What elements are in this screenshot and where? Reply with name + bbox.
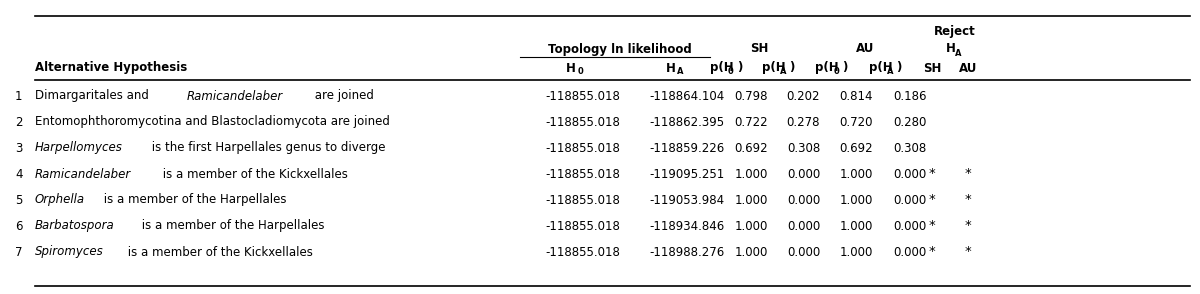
Text: ): )	[842, 61, 847, 74]
Text: 0.000: 0.000	[787, 220, 820, 233]
Text: -118864.104: -118864.104	[649, 89, 725, 103]
Text: -118855.018: -118855.018	[545, 141, 620, 155]
Text: Ramicandelaber: Ramicandelaber	[187, 89, 283, 103]
Text: 0.000: 0.000	[787, 245, 820, 258]
Text: 0: 0	[833, 68, 839, 76]
Text: *: *	[965, 220, 971, 233]
Text: Orphella: Orphella	[35, 193, 85, 206]
Text: -118859.226: -118859.226	[649, 141, 725, 155]
Text: Reject: Reject	[934, 26, 976, 39]
Text: 0.308: 0.308	[894, 141, 928, 155]
Text: 0.000: 0.000	[894, 168, 928, 181]
Text: -118855.018: -118855.018	[545, 220, 620, 233]
Text: Topology ln likelihood: Topology ln likelihood	[548, 43, 692, 56]
Text: Ramicandelaber: Ramicandelaber	[35, 168, 131, 181]
Text: -118855.018: -118855.018	[545, 193, 620, 206]
Text: p(H: p(H	[710, 61, 733, 74]
Text: 0.720: 0.720	[840, 116, 874, 128]
Text: AU: AU	[856, 43, 874, 56]
Text: 5: 5	[14, 193, 23, 206]
Text: -118988.276: -118988.276	[649, 245, 725, 258]
Text: is a member of the Kickxellales: is a member of the Kickxellales	[160, 168, 348, 181]
Text: 0.814: 0.814	[840, 89, 874, 103]
Text: H: H	[566, 61, 576, 74]
Text: 2: 2	[14, 116, 23, 128]
Text: 0.722: 0.722	[734, 116, 768, 128]
Text: SH: SH	[923, 61, 941, 74]
Text: 0.692: 0.692	[734, 141, 768, 155]
Text: 0.308: 0.308	[787, 141, 820, 155]
Text: is the first Harpellales genus to diverge: is the first Harpellales genus to diverg…	[149, 141, 386, 155]
Text: 0.000: 0.000	[894, 193, 928, 206]
Text: SH: SH	[750, 43, 768, 56]
Text: -118855.018: -118855.018	[545, 116, 620, 128]
Text: *: *	[965, 193, 971, 206]
Text: 1.000: 1.000	[734, 193, 768, 206]
Text: 1.000: 1.000	[840, 168, 874, 181]
Text: ): )	[896, 61, 901, 74]
Text: is a member of the Harpellales: is a member of the Harpellales	[100, 193, 286, 206]
Text: -118934.846: -118934.846	[649, 220, 725, 233]
Text: p(H: p(H	[815, 61, 839, 74]
Text: 1: 1	[14, 89, 23, 103]
Text: Barbatospora: Barbatospora	[35, 220, 115, 233]
Text: H: H	[946, 43, 955, 56]
Text: -118855.018: -118855.018	[545, 245, 620, 258]
Text: -119095.251: -119095.251	[649, 168, 725, 181]
Text: *: *	[929, 193, 935, 206]
Text: *: *	[929, 245, 935, 258]
Text: 0.000: 0.000	[894, 220, 928, 233]
Text: A: A	[780, 68, 786, 76]
Text: -119053.984: -119053.984	[650, 193, 725, 206]
Text: 1.000: 1.000	[734, 168, 768, 181]
Text: Dimargaritales and: Dimargaritales and	[35, 89, 152, 103]
Text: 0.280: 0.280	[894, 116, 928, 128]
Text: 7: 7	[14, 245, 23, 258]
Text: A: A	[955, 49, 961, 58]
Text: Entomophthoromycotina and Blastocladiomycota are joined: Entomophthoromycotina and Blastocladiomy…	[35, 116, 390, 128]
Text: 0: 0	[728, 68, 734, 76]
Text: -118862.395: -118862.395	[650, 116, 725, 128]
Text: A: A	[887, 68, 893, 76]
Text: *: *	[929, 168, 935, 181]
Text: p(H: p(H	[762, 61, 786, 74]
Text: 4: 4	[14, 168, 23, 181]
Text: 0.692: 0.692	[839, 141, 874, 155]
Text: ): )	[737, 61, 743, 74]
Text: *: *	[929, 220, 935, 233]
Text: 1.000: 1.000	[840, 220, 874, 233]
Text: Harpellomyces: Harpellomyces	[35, 141, 122, 155]
Text: 6: 6	[14, 220, 23, 233]
Text: 0.000: 0.000	[787, 168, 820, 181]
Text: is a member of the Harpellales: is a member of the Harpellales	[138, 220, 324, 233]
Text: -118855.018: -118855.018	[545, 168, 620, 181]
Text: p(H: p(H	[869, 61, 893, 74]
Text: 1.000: 1.000	[734, 220, 768, 233]
Text: 0.186: 0.186	[894, 89, 928, 103]
Text: are joined: are joined	[311, 89, 374, 103]
Text: 0.000: 0.000	[894, 245, 928, 258]
Text: 3: 3	[14, 141, 23, 155]
Text: is a member of the Kickxellales: is a member of the Kickxellales	[124, 245, 312, 258]
Text: Spiromyces: Spiromyces	[35, 245, 103, 258]
Text: 0: 0	[577, 68, 583, 76]
Text: AU: AU	[959, 61, 977, 74]
Text: 1.000: 1.000	[840, 245, 874, 258]
Text: 0.202: 0.202	[786, 89, 820, 103]
Text: 0.000: 0.000	[787, 193, 820, 206]
Text: *: *	[965, 168, 971, 181]
Text: -118855.018: -118855.018	[545, 89, 620, 103]
Text: A: A	[677, 68, 683, 76]
Text: Alternative Hypothesis: Alternative Hypothesis	[35, 61, 187, 74]
Text: *: *	[965, 245, 971, 258]
Text: 1.000: 1.000	[840, 193, 874, 206]
Text: 0.278: 0.278	[786, 116, 820, 128]
Text: H: H	[666, 61, 676, 74]
Text: 1.000: 1.000	[734, 245, 768, 258]
Text: ): )	[790, 61, 794, 74]
Text: 0.798: 0.798	[734, 89, 768, 103]
